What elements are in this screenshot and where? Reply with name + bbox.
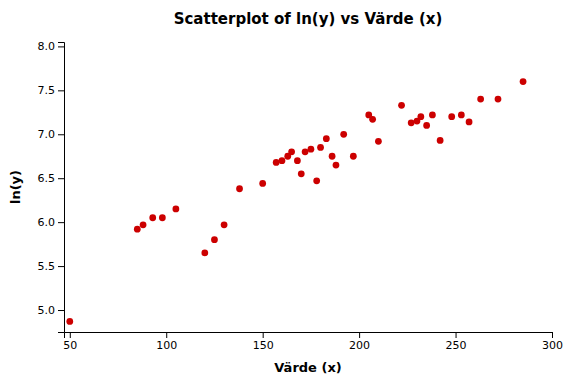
x-tick: 100 bbox=[156, 332, 177, 352]
x-tick: 250 bbox=[446, 332, 467, 352]
point bbox=[279, 157, 286, 164]
y-tick-mark bbox=[58, 222, 64, 223]
point bbox=[466, 119, 473, 126]
point bbox=[408, 119, 415, 126]
y-tick-mark bbox=[58, 134, 64, 135]
point bbox=[495, 96, 502, 103]
y-tick: 6.0 bbox=[38, 216, 65, 229]
x-tick-mark bbox=[70, 332, 71, 338]
x-axis-line bbox=[65, 333, 553, 339]
point bbox=[369, 116, 376, 123]
y-tick-label: 8.0 bbox=[38, 40, 56, 53]
y-tick-mark bbox=[58, 90, 64, 91]
y-tick-label: 5.5 bbox=[38, 260, 56, 273]
point bbox=[448, 113, 455, 120]
x-tick-label: 200 bbox=[349, 339, 370, 352]
point bbox=[294, 157, 301, 164]
title: Scatterplot of ln(y) vs Värde (x) bbox=[174, 10, 443, 28]
y-tick-mark bbox=[58, 46, 64, 47]
x-tick-mark bbox=[263, 332, 264, 338]
y-tick: 8.0 bbox=[38, 40, 65, 53]
x-tick: 50 bbox=[63, 332, 77, 352]
point bbox=[375, 138, 382, 145]
x-tick-label: 150 bbox=[253, 339, 274, 352]
point bbox=[259, 180, 266, 187]
point bbox=[159, 214, 166, 221]
y-tick-label: 6.0 bbox=[38, 216, 56, 229]
y-tick-mark bbox=[58, 266, 64, 267]
x-tick-label: 50 bbox=[63, 339, 77, 352]
x-tick-label: 100 bbox=[156, 339, 177, 352]
x-axis-title: Värde (x) bbox=[274, 360, 341, 375]
point bbox=[423, 122, 430, 129]
x-axis: 50 100 150 200 250 300 bbox=[63, 332, 563, 352]
plot-area: 50 100 150 200 250 300 5.0 5.5 6.0 6.5 7.0 7.5 8.0 bbox=[38, 40, 564, 351]
point bbox=[398, 102, 405, 109]
point bbox=[308, 146, 315, 153]
y-axis-line bbox=[58, 43, 65, 333]
point bbox=[437, 137, 444, 144]
y-tick-mark bbox=[58, 310, 64, 311]
x-tick: 300 bbox=[542, 332, 563, 352]
point bbox=[134, 226, 141, 233]
x-tick-label: 300 bbox=[542, 339, 563, 352]
y-tick: 7.0 bbox=[38, 128, 65, 141]
point bbox=[288, 148, 295, 155]
x-tick: 200 bbox=[349, 332, 370, 352]
x-tick-mark bbox=[456, 332, 457, 338]
point bbox=[429, 112, 436, 119]
y-tick: 6.5 bbox=[38, 172, 65, 185]
point bbox=[329, 153, 336, 160]
y-tick-mark bbox=[58, 178, 64, 179]
point bbox=[302, 148, 309, 155]
y-tick: 5.0 bbox=[38, 304, 65, 317]
point bbox=[323, 135, 330, 142]
y-axis: 5.0 5.5 6.0 6.5 7.0 7.5 8.0 bbox=[38, 40, 65, 332]
y-tick-label: 7.0 bbox=[38, 128, 56, 141]
point bbox=[520, 78, 527, 85]
point bbox=[317, 144, 324, 151]
point bbox=[172, 206, 179, 213]
point bbox=[66, 318, 73, 325]
y-tick-label: 7.5 bbox=[38, 84, 56, 97]
x-tick-mark bbox=[166, 332, 167, 338]
point bbox=[417, 113, 424, 120]
point bbox=[149, 214, 156, 221]
x-tick: 150 bbox=[253, 332, 274, 352]
point bbox=[273, 159, 280, 166]
x-tick-mark bbox=[552, 332, 553, 338]
point bbox=[333, 162, 340, 169]
points bbox=[66, 78, 526, 325]
point bbox=[298, 170, 305, 177]
point bbox=[236, 185, 243, 192]
y-axis-title: ln(y) bbox=[8, 170, 23, 204]
point bbox=[350, 153, 357, 160]
point bbox=[313, 177, 320, 184]
point bbox=[140, 221, 147, 228]
point bbox=[221, 221, 228, 228]
point bbox=[340, 131, 347, 138]
point bbox=[201, 250, 208, 257]
y-tick: 5.5 bbox=[38, 260, 65, 273]
x-tick-label: 250 bbox=[446, 339, 467, 352]
x-tick-mark bbox=[359, 332, 360, 338]
y-tick-label: 5.0 bbox=[38, 304, 56, 317]
y-tick: 7.5 bbox=[38, 84, 65, 97]
point bbox=[211, 236, 218, 243]
point bbox=[458, 112, 465, 119]
point bbox=[477, 96, 484, 103]
y-tick-label: 6.5 bbox=[38, 172, 56, 185]
chart: 50 100 150 200 250 300 5.0 5.5 6.0 6.5 7.0 7.5 8.0 Sc… bbox=[0, 0, 576, 384]
